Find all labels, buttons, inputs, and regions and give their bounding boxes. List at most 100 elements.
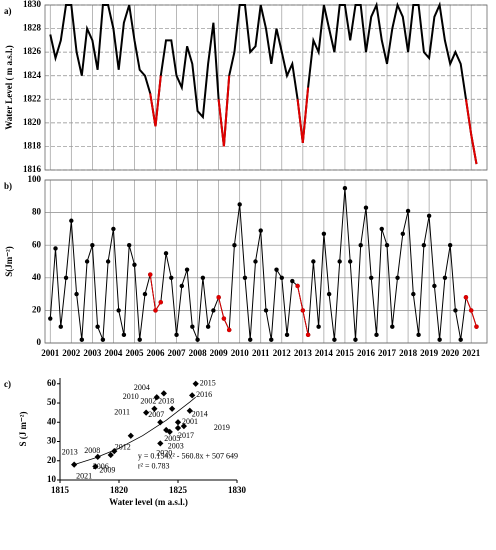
data-point — [132, 262, 137, 267]
data-point — [189, 392, 196, 399]
x-tick-label: 2008 — [189, 348, 208, 358]
point-label: 2015 — [200, 379, 216, 388]
point-label: 2001 — [182, 417, 198, 426]
data-point — [295, 283, 300, 289]
data-point — [347, 259, 353, 264]
x-tick-label: 1825 — [169, 485, 188, 495]
data-point — [226, 327, 232, 333]
data-point — [174, 332, 179, 338]
data-point — [253, 259, 258, 264]
data-point — [300, 308, 306, 313]
data-point — [190, 324, 195, 329]
data-point — [158, 300, 163, 305]
x-axis-label: Water level (m a.s.l.) — [109, 497, 188, 507]
data-point — [48, 316, 53, 321]
data-point — [153, 308, 158, 313]
data-point — [84, 259, 90, 264]
data-point — [63, 275, 69, 280]
data-point — [447, 243, 453, 248]
data-point — [363, 205, 369, 210]
data-point — [332, 337, 337, 342]
data-point — [369, 275, 374, 280]
point-label: 2009 — [99, 465, 115, 474]
x-tick-label: 2019 — [420, 348, 439, 358]
point-label: 2013 — [62, 448, 78, 457]
data-point — [248, 337, 253, 342]
data-point — [474, 324, 479, 329]
data-point — [137, 337, 142, 342]
data-point — [353, 337, 358, 342]
data-point — [111, 226, 116, 232]
data-point — [337, 259, 342, 264]
data-point — [458, 337, 463, 342]
x-tick-label: 2011 — [252, 348, 270, 358]
point-label: 2014 — [192, 410, 208, 419]
data-point — [166, 428, 173, 435]
point-label: 2016 — [196, 390, 212, 399]
data-point — [274, 267, 279, 272]
point-label: 2005 — [164, 434, 180, 443]
annotation: y = 0.154x² - 560.8x + 507 649 — [138, 452, 238, 461]
data-point — [358, 243, 363, 248]
data-point — [163, 251, 169, 256]
y-tick-label: 20 — [47, 455, 57, 465]
y-tick-label: 1820 — [23, 117, 42, 127]
point-label: 2006 — [93, 462, 109, 471]
x-tick-label: 2010 — [231, 348, 250, 358]
data-point — [453, 308, 458, 313]
data-point — [284, 332, 290, 338]
x-tick-label: 2005 — [125, 348, 144, 358]
y-tick-label: 1828 — [23, 23, 42, 33]
x-tick-label: 2007 — [168, 348, 187, 358]
data-point — [79, 337, 85, 342]
y-axis-label: S(Jm⁻²) — [4, 246, 14, 276]
point-label: 2020 — [156, 448, 172, 457]
y-tick-label: 0 — [37, 337, 42, 347]
data-point — [290, 278, 295, 284]
data-point — [168, 405, 176, 412]
x-tick-label: 2017 — [378, 348, 397, 358]
trend-line — [74, 396, 196, 465]
y-tick-label: 1816 — [23, 164, 42, 174]
data-point — [127, 432, 134, 439]
data-point — [279, 275, 284, 280]
data-point — [321, 231, 327, 236]
x-tick-label: 2016 — [357, 348, 376, 358]
plot-frame — [44, 4, 488, 171]
x-tick-label: 2013 — [294, 348, 313, 358]
data-point — [416, 332, 421, 338]
point-label: 2012 — [115, 443, 131, 452]
point-label: 2008 — [84, 446, 100, 455]
point-label: 2004 — [134, 383, 150, 392]
x-tick-label: 2009 — [210, 348, 229, 358]
point-label: 2018 — [158, 397, 174, 406]
x-tick-label: 2018 — [399, 348, 418, 358]
x-tick-label: 1830 — [228, 485, 247, 495]
data-point — [116, 308, 121, 313]
y-tick-label: 1826 — [23, 46, 42, 56]
data-point — [216, 295, 221, 300]
data-point — [342, 185, 348, 191]
y-tick-label: 30 — [47, 436, 57, 446]
data-point — [184, 267, 190, 272]
data-point — [432, 283, 437, 289]
data-point — [395, 275, 400, 280]
point-label: 2011 — [114, 407, 130, 416]
data-point — [390, 324, 395, 329]
data-point — [74, 291, 79, 297]
data-point — [205, 324, 211, 329]
data-point — [69, 218, 74, 223]
data-point — [174, 419, 182, 426]
data-point — [326, 291, 332, 297]
data-point — [90, 243, 95, 248]
data-point — [211, 308, 216, 313]
data-point — [169, 275, 174, 280]
x-tick-label: 1820 — [110, 485, 129, 495]
data-point — [200, 275, 206, 280]
y-axis-label: Water Level ( m a.s.l.) — [4, 45, 14, 130]
x-tick-label: 2014 — [315, 348, 334, 358]
data-point — [157, 440, 164, 447]
x-tick-label: 2002 — [62, 348, 81, 358]
y-tick-label: 80 — [32, 207, 42, 217]
